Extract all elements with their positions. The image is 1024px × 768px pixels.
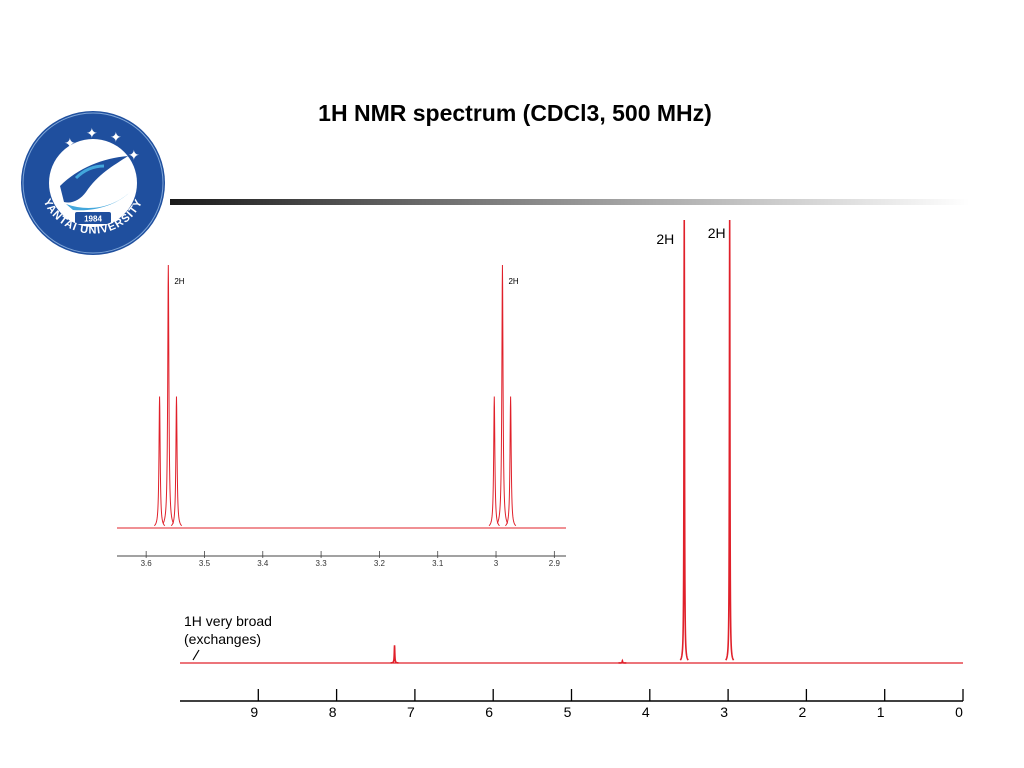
inset-peak-line xyxy=(170,396,183,527)
inset-peak-line xyxy=(505,396,517,527)
inset-peak-line xyxy=(496,264,509,524)
main-x-tick-label: 0 xyxy=(955,704,963,720)
inset-x-tick-label: 2.9 xyxy=(549,559,561,568)
main-x-tick-label: 9 xyxy=(250,704,258,720)
main-peak-label: 2H xyxy=(708,225,726,241)
main-peak xyxy=(679,219,689,661)
logo-ribbon xyxy=(66,192,130,211)
main-x-tick-label: 4 xyxy=(642,704,650,720)
main-x-tick-label: 2 xyxy=(799,704,807,720)
inset-x-tick-label: 3.4 xyxy=(257,559,269,568)
title-divider xyxy=(170,199,970,205)
annotation-pointer xyxy=(192,649,200,661)
main-spectrum: 2H 2H 1H very broad (exchanges) 9 8 7 6 5 4 3 2 1 0 xyxy=(180,219,964,720)
svg-text:✦: ✦ xyxy=(110,130,122,146)
inset-x-tick-label: 3.5 xyxy=(199,559,211,568)
slide-title: 1H NMR spectrum (CDCl3, 500 MHz) xyxy=(318,100,712,126)
inset-peak-line xyxy=(488,396,500,527)
svg-text:✦: ✦ xyxy=(128,148,140,164)
main-x-tick-label: 8 xyxy=(329,704,337,720)
main-annotation-line: 1H very broad xyxy=(184,613,272,629)
svg-text:✦: ✦ xyxy=(86,126,98,142)
main-x-tick-label: 3 xyxy=(720,704,728,720)
inset-x-tick-label: 3.2 xyxy=(374,559,386,568)
inset-multiplet-label: 2H xyxy=(174,277,184,286)
logo-year: 1984 xyxy=(84,215,102,224)
main-peak-label: 2H xyxy=(656,231,674,247)
main-peak xyxy=(618,658,627,664)
inset-x-tick-label: 3.1 xyxy=(432,559,444,568)
main-x-tick-label: 6 xyxy=(485,704,493,720)
inset-x-tick-label: 3 xyxy=(494,559,499,568)
inset-x-tick-label: 3.3 xyxy=(316,559,328,568)
logo-bird-emblem xyxy=(60,156,128,203)
main-peak xyxy=(390,645,399,664)
main-annotation-line: (exchanges) xyxy=(184,631,261,647)
main-x-tick-label: 7 xyxy=(407,704,415,720)
main-x-tick-label: 5 xyxy=(564,704,572,720)
main-x-tick-label: 1 xyxy=(877,704,885,720)
inset-peak-line xyxy=(153,396,166,527)
expansion-inset: 2H 2H 3.6 3.5 3.4 3.3 3.2 3.1 3 2.9 xyxy=(117,264,566,568)
inset-multiplet-label: 2H xyxy=(508,277,518,286)
main-peak xyxy=(725,219,735,661)
svg-text:✦: ✦ xyxy=(64,136,76,152)
university-logo: 1984 YANTAI UNIVERSITY ✦ ✦ ✦ ✦ xyxy=(21,111,165,255)
inset-peak-line xyxy=(162,264,175,524)
inset-x-tick-label: 3.6 xyxy=(141,559,153,568)
